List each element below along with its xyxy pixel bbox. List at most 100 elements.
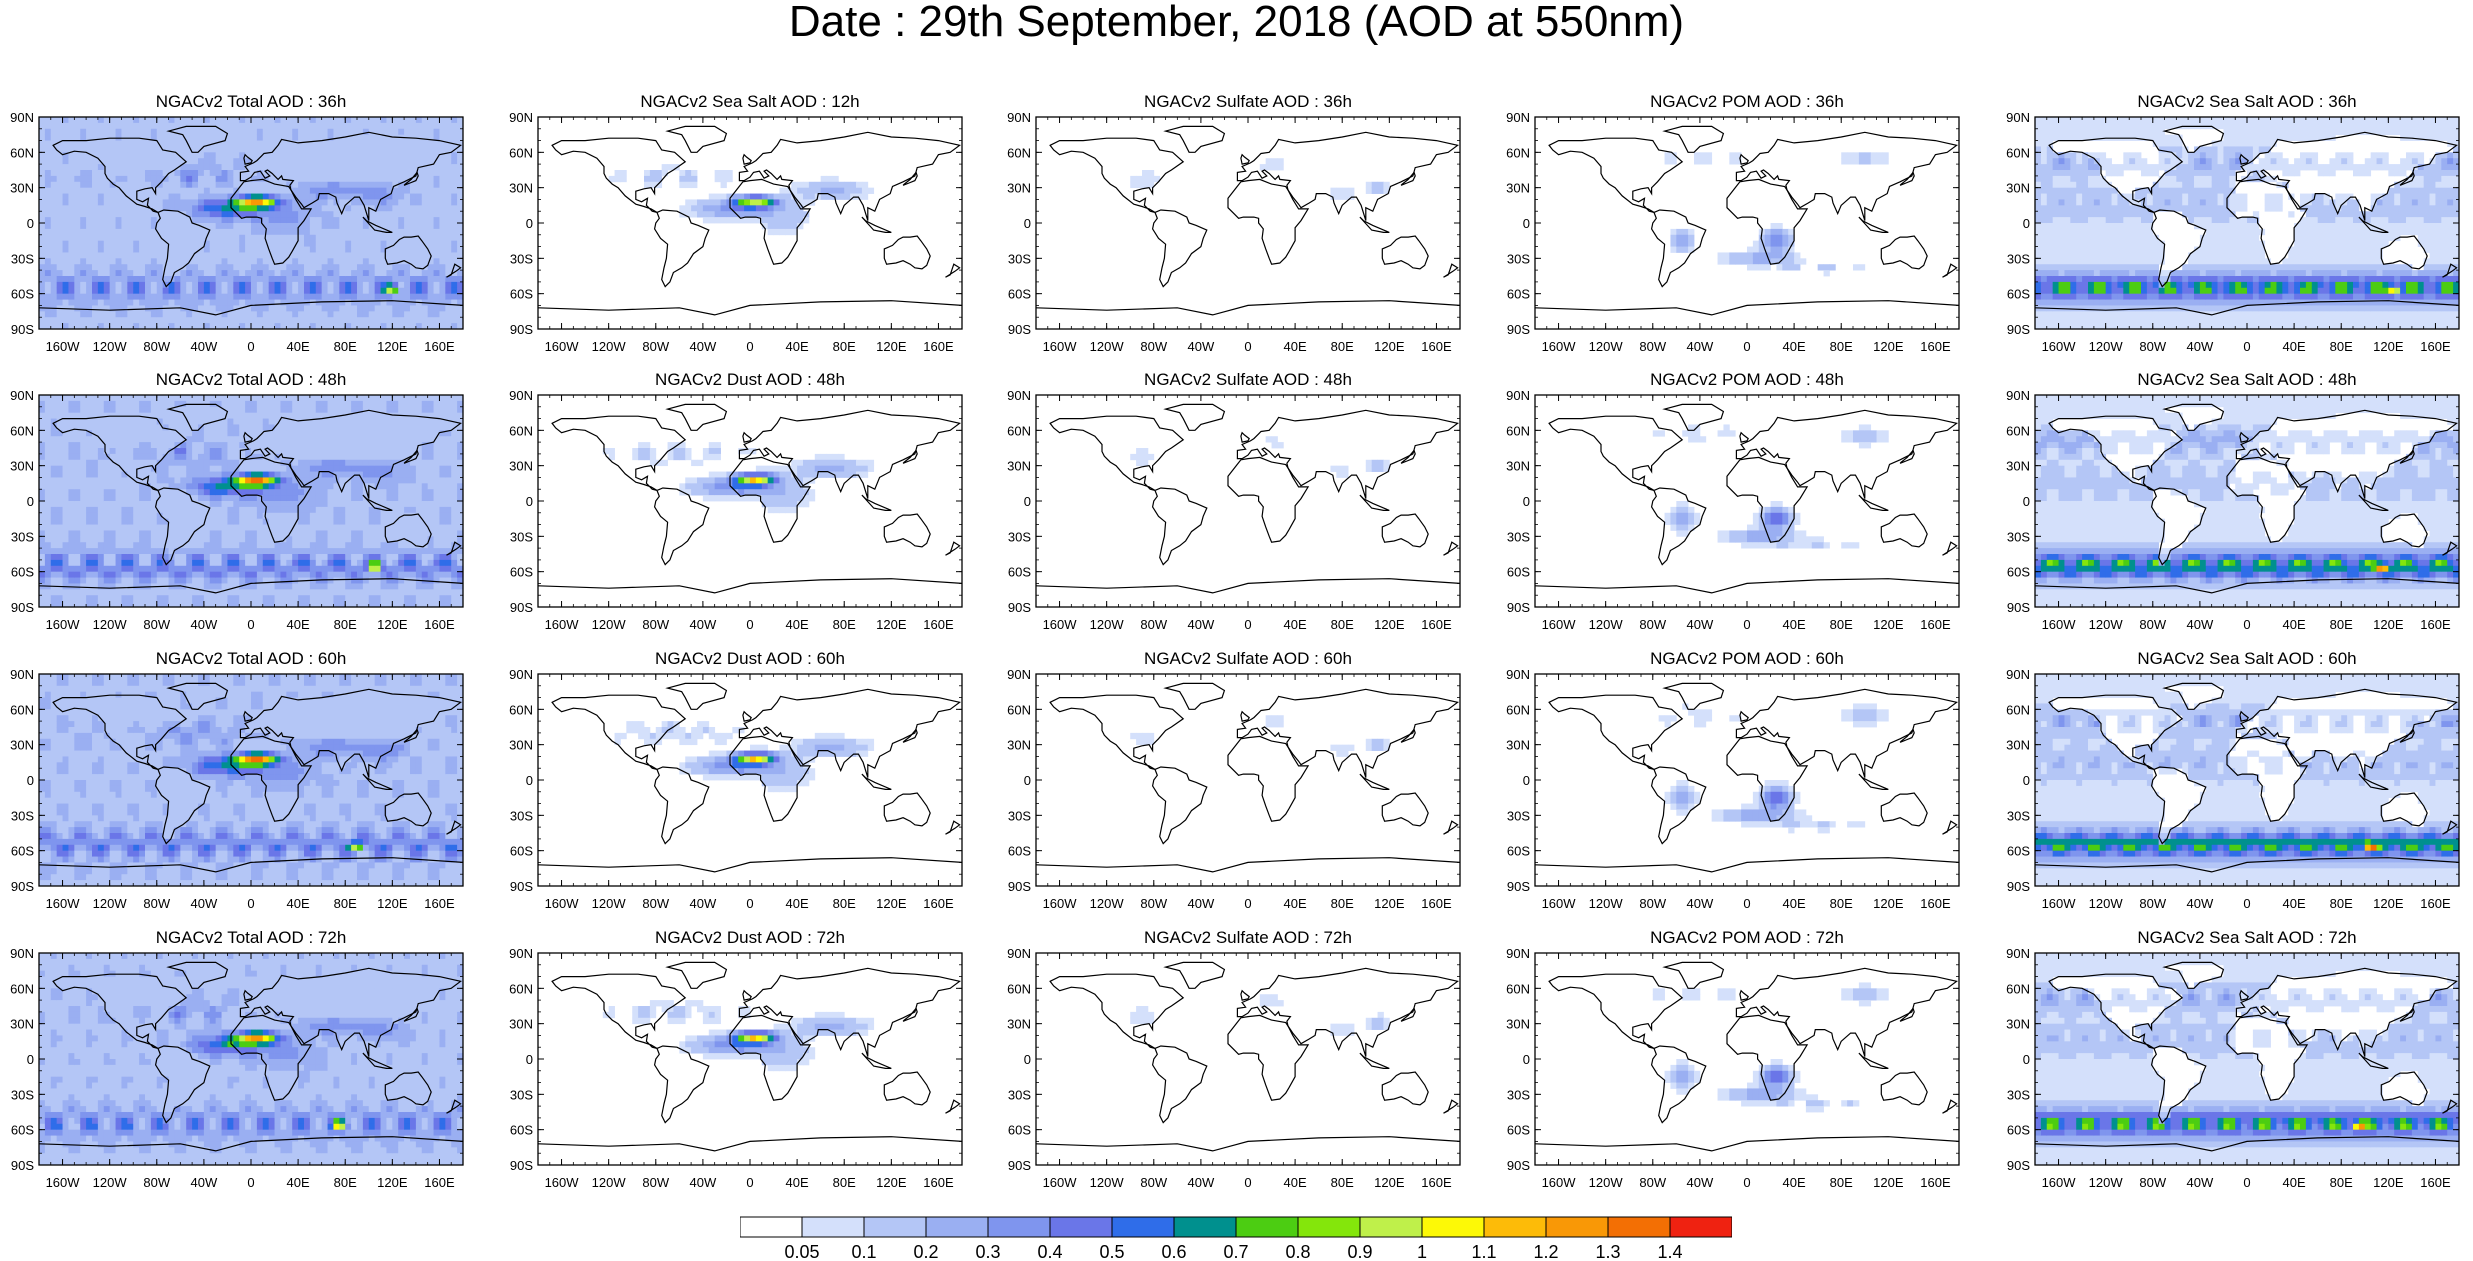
- panel-title: NGACv2 Sea Salt AOD : 72h: [2035, 929, 2459, 947]
- lon-tick-label: 160E: [1421, 896, 1452, 911]
- aod-field: [1664, 152, 1889, 277]
- lat-tick-label: 60S: [1507, 287, 1530, 302]
- lon-tick-label: 40E: [1783, 617, 1806, 632]
- lon-tick-label: 160W: [1043, 617, 1078, 632]
- lat-tick-label: 90N: [509, 388, 533, 403]
- world-map: 90N 60N 30N 0 30S 60S 90S 160W 120W 80W 40W 0 40E 80E…: [2006, 388, 2460, 632]
- map-panel-pom: 90N 60N 30N 0 30S 60S 90S 160W 120W 80W 40W 0 40E 80E…: [1496, 371, 1960, 640]
- lat-tick-label: 0: [1523, 773, 1530, 788]
- lat-tick-label: 0: [2023, 216, 2030, 231]
- lon-tick-label: 0: [247, 1175, 254, 1190]
- lat-tick-label: 0: [27, 773, 34, 788]
- lon-tick-label: 80W: [642, 1175, 669, 1190]
- lat-tick-label: 90N: [2006, 388, 2030, 403]
- lon-tick-label: 0: [247, 339, 254, 354]
- lon-tick-label: 40W: [1687, 896, 1714, 911]
- colorbar-label: 0.4: [1037, 1242, 1062, 1260]
- map-panel-pom: 90N 60N 30N 0 30S 60S 90S 160W 120W 80W 40W 0 40E 80E…: [1496, 650, 1960, 919]
- colorbar-label: 1.2: [1533, 1242, 1558, 1260]
- lat-tick-label: 90S: [2007, 600, 2030, 615]
- aod-field: [39, 953, 464, 1166]
- lon-tick-label: 80E: [334, 896, 357, 911]
- lon-tick-label: 160W: [2042, 339, 2077, 354]
- coastlines: [537, 682, 963, 873]
- lat-tick-label: 60N: [10, 981, 34, 996]
- lat-tick-label: 30N: [509, 1017, 533, 1032]
- lat-tick-label: 90S: [2007, 879, 2030, 894]
- map-panel-sulfate: 90N 60N 30N 0 30S 60S 90S 160W 120W 80W 40W 0 40E 80E…: [997, 93, 1461, 362]
- lat-tick-label: 30N: [509, 459, 533, 474]
- lat-tick-label: 60N: [10, 702, 34, 717]
- lon-tick-label: 40W: [2187, 1175, 2214, 1190]
- lon-tick-label: 120E: [377, 1175, 408, 1190]
- coastlines: [38, 961, 464, 1152]
- lon-tick-label: 80E: [2330, 617, 2353, 632]
- lon-tick-label: 120E: [876, 339, 907, 354]
- lat-tick-label: 30N: [2006, 459, 2030, 474]
- lon-tick-label: 120W: [1090, 1175, 1125, 1190]
- lon-tick-label: 40W: [2187, 339, 2214, 354]
- lon-tick-label: 40E: [287, 1175, 310, 1190]
- lon-tick-label: 120E: [2373, 617, 2404, 632]
- coastlines: [1035, 961, 1461, 1152]
- coastlines: [2034, 403, 2460, 594]
- lat-tick-label: 30N: [10, 181, 34, 196]
- lon-tick-label: 120W: [1090, 617, 1125, 632]
- colorbar-box: [1421, 1216, 1485, 1238]
- lon-tick-label: 120E: [876, 896, 907, 911]
- panel-title: NGACv2 POM AOD : 36h: [1535, 93, 1959, 111]
- lat-tick-label: 90S: [510, 600, 533, 615]
- map-panel-dust: 90N 60N 30N 0 30S 60S 90S 160W 120W 80W 40W 0 40E 80E…: [499, 650, 963, 919]
- map-panel-dust: 90N 60N 30N 0 30S 60S 90S 160W 120W 80W 40W 0 40E 80E…: [499, 929, 963, 1198]
- lon-tick-label: 120E: [377, 339, 408, 354]
- lon-tick-label: 40E: [1783, 896, 1806, 911]
- lat-tick-label: 0: [1024, 216, 1031, 231]
- lon-tick-label: 120W: [2089, 339, 2124, 354]
- aod-field: [1652, 424, 1889, 549]
- map-panel-sulfate: 90N 60N 30N 0 30S 60S 90S 160W 120W 80W 40W 0 40E 80E…: [997, 650, 1461, 919]
- lat-tick-label: 60S: [1008, 1123, 1031, 1138]
- world-map: 90N 60N 30N 0 30S 60S 90S 160W 120W 80W 40W 0 40E 80E…: [1506, 110, 1960, 354]
- panel-title: NGACv2 POM AOD : 48h: [1535, 371, 1959, 389]
- coastlines: [2034, 961, 2460, 1152]
- lat-tick-label: 60S: [11, 844, 34, 859]
- lat-tick-label: 90S: [1008, 600, 1031, 615]
- lat-tick-label: 60N: [2006, 981, 2030, 996]
- lon-tick-label: 160W: [46, 617, 81, 632]
- lat-tick-label: 0: [2023, 1052, 2030, 1067]
- world-map: 90N 60N 30N 0 30S 60S 90S 160W 120W 80W 40W 0 40E 80E…: [1007, 388, 1461, 632]
- lon-tick-label: 80W: [1140, 896, 1167, 911]
- lon-tick-label: 40W: [690, 617, 717, 632]
- map-panel-total: 90N 60N 30N 0 30S 60S 90S 160W 120W 80W 40W 0 40E 80E…: [0, 929, 464, 1198]
- colorbar-box: [987, 1216, 1051, 1238]
- lon-tick-label: 160W: [2042, 1175, 2077, 1190]
- lat-tick-label: 90N: [1506, 667, 1530, 682]
- lon-tick-label: 40E: [2283, 896, 2306, 911]
- coastlines: [2034, 125, 2460, 316]
- panel-title: NGACv2 Dust AOD : 60h: [538, 650, 962, 668]
- colorbar-box: [1049, 1216, 1113, 1238]
- lon-tick-label: 0: [2243, 896, 2250, 911]
- lon-tick-label: 160E: [923, 896, 954, 911]
- lon-tick-label: 80E: [334, 1175, 357, 1190]
- lat-tick-label: 90S: [11, 322, 34, 337]
- colorbar-box: [1483, 1216, 1547, 1238]
- lon-tick-label: 120E: [1873, 896, 1904, 911]
- aod-field: [2035, 953, 2460, 1166]
- aod-field: [39, 117, 464, 330]
- coastlines: [1534, 961, 1960, 1152]
- panel-title: NGACv2 POM AOD : 72h: [1535, 929, 1959, 947]
- colorbar-label: 1.4: [1657, 1242, 1682, 1260]
- lat-tick-label: 30N: [1007, 181, 1031, 196]
- panel-title: NGACv2 Total AOD : 36h: [39, 93, 463, 111]
- map-panel-pom: 90N 60N 30N 0 30S 60S 90S 160W 120W 80W 40W 0 40E 80E…: [1496, 93, 1960, 362]
- lon-tick-label: 80W: [1639, 617, 1666, 632]
- map-panel-seasalt: 90N 60N 30N 0 30S 60S 90S 160W 120W 80W 40W 0 40E 80E…: [1996, 929, 2460, 1198]
- lat-tick-label: 90S: [1507, 322, 1530, 337]
- lat-tick-label: 30N: [10, 459, 34, 474]
- lon-tick-label: 80E: [833, 339, 856, 354]
- world-map: 90N 60N 30N 0 30S 60S 90S 160W 120W 80W 40W 0 40E 80E…: [10, 110, 464, 354]
- lat-tick-label: 90S: [11, 600, 34, 615]
- colorbar: 0.05 0.1 0.2 0.3 0.4 0.5 0.6 0.7 0.8 0.9 1 1.1 1.2 1.…: [740, 1216, 1732, 1260]
- colorbar-label: 0.6: [1161, 1242, 1186, 1260]
